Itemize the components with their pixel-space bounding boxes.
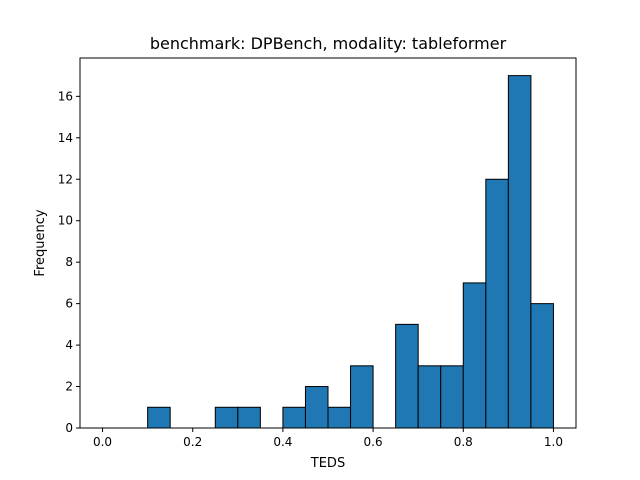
y-tick-label: 0 bbox=[65, 421, 73, 435]
histogram-bar bbox=[147, 406, 171, 429]
histogram-bar bbox=[304, 386, 329, 429]
histogram-bar bbox=[440, 365, 464, 429]
y-tick-label: 12 bbox=[58, 172, 73, 186]
histogram-bar bbox=[214, 406, 239, 429]
x-tick-label: 0.8 bbox=[454, 435, 473, 449]
histogram-bar bbox=[507, 75, 532, 429]
y-tick-label: 10 bbox=[58, 214, 73, 228]
y-tick-label: 14 bbox=[58, 131, 73, 145]
histogram-bar bbox=[462, 282, 487, 429]
y-tick-label: 6 bbox=[65, 297, 73, 311]
histogram-bar bbox=[417, 365, 442, 429]
x-tick-label: 0.6 bbox=[364, 435, 383, 449]
histogram-bar bbox=[237, 406, 261, 429]
y-tick-label: 4 bbox=[65, 338, 73, 352]
histogram-bar bbox=[530, 303, 554, 429]
x-tick-label: 0.4 bbox=[273, 435, 292, 449]
histogram-bar bbox=[485, 178, 509, 429]
y-axis-label: Frequency bbox=[33, 209, 48, 276]
x-axis-ticks: 0.0 0.2 0.4 0.6 0.8 1.0 bbox=[93, 428, 563, 449]
histogram-bar bbox=[350, 365, 374, 429]
y-axis-ticks: 0 2 4 6 8 10 12 14 16 bbox=[58, 89, 80, 435]
x-axis-label: TEDS bbox=[310, 456, 345, 471]
histogram-bar bbox=[327, 406, 352, 429]
histogram-bar bbox=[395, 323, 419, 429]
plot-frame bbox=[79, 57, 577, 429]
histogram-bar bbox=[282, 406, 306, 429]
x-tick-label: 1.0 bbox=[544, 435, 563, 449]
y-tick-label: 16 bbox=[58, 89, 73, 103]
y-tick-label: 2 bbox=[65, 380, 73, 394]
x-tick-label: 0.2 bbox=[183, 435, 202, 449]
y-tick-label: 8 bbox=[65, 255, 73, 269]
x-tick-label: 0.0 bbox=[93, 435, 112, 449]
bars-group bbox=[147, 75, 554, 429]
chart-title: benchmark: DPBench, modality: tableforme… bbox=[150, 34, 507, 53]
